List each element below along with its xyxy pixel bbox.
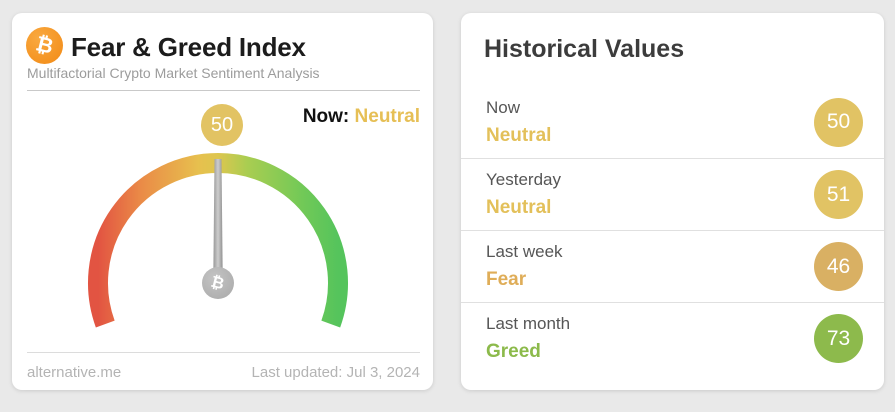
historical-values-card: Historical Values Now Neutral 50 Yesterd… (461, 13, 884, 390)
card-footer: alternative.me Last updated: Jul 3, 2024 (27, 352, 420, 381)
gauge-arc (88, 153, 348, 328)
row-classification: Greed (486, 341, 541, 362)
last-updated: Last updated: Jul 3, 2024 (251, 364, 420, 381)
history-title: Historical Values (484, 35, 685, 63)
gauge-value-badge: 50 (201, 104, 243, 146)
row-labels: Last week Fear (486, 242, 563, 291)
row-labels: Now Neutral (486, 98, 551, 147)
row-value-badge: 46 (814, 242, 863, 291)
row-classification: Fear (486, 269, 527, 290)
source-link[interactable]: alternative.me (27, 364, 122, 381)
row-period: Last week (486, 242, 563, 261)
history-row-now: Now Neutral 50 (461, 86, 884, 158)
row-period: Last month (486, 314, 571, 333)
history-row-yesterday: Yesterday Neutral 51 (461, 158, 884, 230)
card-title: Fear & Greed Index (71, 32, 306, 62)
history-row-last-month: Last month Greed 73 (461, 302, 884, 374)
row-value-badge: 50 (814, 97, 863, 147)
fear-greed-index-card: ₿ Fear & Greed Index Multifactorial Cryp… (12, 13, 433, 390)
current-sentiment: Now: Neutral (303, 106, 420, 128)
row-period: Yesterday (486, 170, 561, 189)
bitcoin-icon: ₿ (26, 27, 63, 64)
row-classification: Neutral (486, 124, 552, 146)
history-rows: Now Neutral 50 Yesterday Neutral 51 Last… (461, 86, 884, 374)
now-label: Now: (302, 106, 350, 127)
now-classification: Neutral (354, 106, 420, 127)
row-labels: Last month Greed (486, 314, 570, 363)
history-row-last-week: Last week Fear 46 (461, 230, 884, 302)
row-classification: Neutral (486, 197, 552, 218)
row-value-badge: 51 (814, 170, 863, 219)
row-period: Now (486, 97, 521, 117)
header-divider (27, 90, 420, 91)
card-subtitle: Multifactorial Crypto Market Sentiment A… (27, 65, 320, 81)
row-labels: Yesterday Neutral (486, 170, 561, 219)
row-value-badge: 73 (814, 314, 863, 363)
gauge-needle-hub: ₿ (202, 267, 234, 299)
bitcoin-symbol: ₿ (209, 271, 227, 294)
bitcoin-symbol: ₿ (33, 31, 56, 59)
